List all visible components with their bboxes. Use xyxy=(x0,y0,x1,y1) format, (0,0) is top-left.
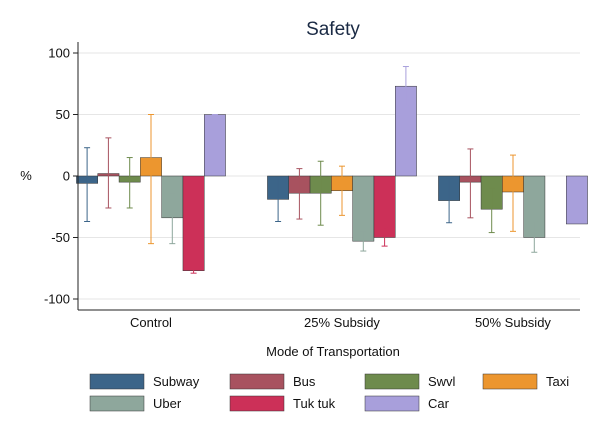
legend-label: Uber xyxy=(153,396,182,411)
legend-label: Swvl xyxy=(428,374,456,389)
legend-label: Taxi xyxy=(546,374,569,389)
legend-label: Bus xyxy=(293,374,316,389)
error-bar xyxy=(211,114,218,117)
error-bar xyxy=(296,168,303,220)
error-bar xyxy=(339,165,345,216)
bar xyxy=(566,175,588,225)
x-axis-label: Mode of Transportation xyxy=(266,344,400,359)
x-category-label: Control xyxy=(130,315,172,330)
error-bar xyxy=(381,227,388,247)
error-bar xyxy=(169,192,176,245)
y-tick-label: 100 xyxy=(48,46,70,61)
error-bar xyxy=(190,267,197,274)
legend-item: Car xyxy=(364,395,450,412)
legend-swatch xyxy=(364,395,420,412)
y-axis-label: % xyxy=(20,168,32,183)
legend-swatch xyxy=(482,373,538,390)
legend: Subway Bus Swvl Taxi Uber Tuk tuk Car xyxy=(89,373,569,412)
legend-swatch xyxy=(89,373,145,390)
error-bar xyxy=(446,177,453,224)
error-bar xyxy=(467,148,474,219)
legend-swatch xyxy=(89,395,145,412)
error-bar xyxy=(402,66,409,107)
legend-swatch xyxy=(364,373,420,390)
legend-item: Taxi xyxy=(482,373,569,390)
error-bars xyxy=(84,66,538,274)
legend-label: Subway xyxy=(153,374,200,389)
chart-title: Safety xyxy=(306,19,360,40)
error-bar xyxy=(488,187,495,234)
x-category-label: 50% Subsidy xyxy=(475,315,551,330)
axes: -100 -50 0 50 100 Control 25% Subsidy 50% Subsi… xyxy=(44,42,580,330)
error-bar xyxy=(84,147,91,223)
error-bar xyxy=(510,154,516,232)
error-bar xyxy=(531,221,538,253)
error-bar xyxy=(105,137,112,209)
legend-item: Bus xyxy=(229,373,316,390)
legend-swatch xyxy=(229,373,285,390)
error-bar xyxy=(148,114,154,245)
legend-item: Uber xyxy=(89,395,182,412)
y-tick-label: 50 xyxy=(56,107,70,122)
legend-label: Car xyxy=(428,396,450,411)
error-bar xyxy=(126,157,133,209)
error-bar xyxy=(317,160,324,226)
y-tick-label: 0 xyxy=(63,169,70,184)
y-tick-label: -100 xyxy=(44,292,70,307)
x-category-label: 25% Subsidy xyxy=(304,315,380,330)
bar xyxy=(182,175,205,271)
legend-swatch xyxy=(229,395,285,412)
error-bar xyxy=(275,176,282,223)
bar xyxy=(204,114,226,177)
y-tick-label: -50 xyxy=(51,230,70,245)
legend-item: Subway xyxy=(89,373,200,390)
legend-label: Tuk tuk xyxy=(293,396,336,411)
legend-item: Swvl xyxy=(364,373,456,390)
error-bar xyxy=(360,230,367,252)
legend-item: Tuk tuk xyxy=(229,395,336,412)
